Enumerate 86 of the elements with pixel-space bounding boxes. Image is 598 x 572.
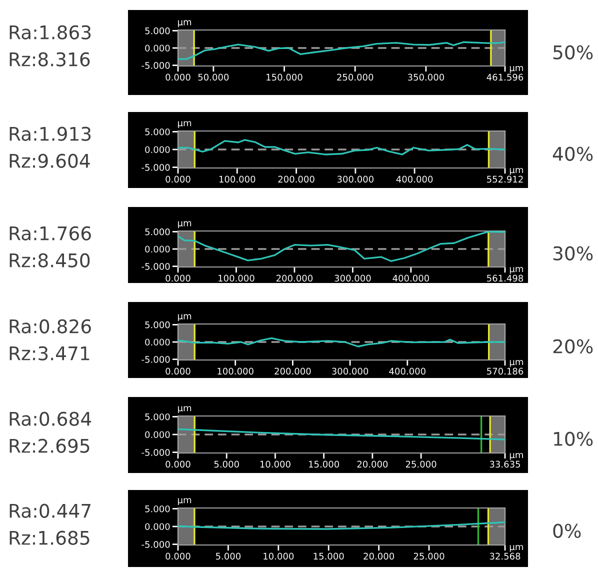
x-tick-label: 200.000 (274, 368, 311, 375)
x-tick-label: 15.000 (309, 460, 340, 468)
x-tick-label: 5.000 (214, 460, 239, 468)
y-tick-label: -5.000 (142, 62, 170, 69)
y-tick-label: 0.000 (145, 338, 170, 346)
y-tick-label: 0.000 (145, 146, 170, 154)
y-tick-label: 0.000 (145, 431, 170, 438)
x-tick-label: 25.000 (406, 460, 436, 468)
y-tick-label: -5.000 (142, 263, 170, 270)
x-tick-label: 400.000 (389, 368, 426, 375)
x-tick-label: 0.000 (166, 74, 190, 81)
x-tick-label: 461.596 (486, 74, 524, 81)
text: Rz:1.685 (10, 530, 90, 545)
y-tick-label: 5.000 (145, 321, 170, 328)
x-axis-title: µm (510, 168, 523, 175)
text: Rz:2.695 (10, 438, 90, 453)
text: 50% (553, 45, 593, 60)
y-axis-title: µm (178, 121, 192, 128)
x-tick-label: 300.000 (334, 274, 371, 282)
x-tick-label: 10.000 (260, 460, 290, 468)
text: 20% (553, 339, 593, 354)
text: Rz:8.450 (10, 253, 90, 268)
x-tick-label: 200.000 (278, 176, 314, 183)
text: Ra:0.826 (10, 319, 91, 334)
x-axis-title: µm (510, 544, 523, 552)
y-tick-label: 0.000 (145, 523, 170, 530)
text: Rz:8.316 (10, 52, 90, 66)
x-tick-label: 0.000 (166, 176, 190, 183)
y-tick-label: 5.000 (145, 128, 170, 136)
x-tick-label: 25.000 (414, 552, 444, 560)
x-tick-label: 570.186 (487, 368, 524, 375)
y-tick-label: 5.000 (145, 27, 170, 34)
text: 30% (553, 246, 593, 260)
x-tick-label: 400.000 (392, 274, 430, 282)
x-tick-label: 300.000 (332, 368, 368, 375)
x-tick-label: 150.000 (266, 74, 302, 81)
y-tick-label: -5.000 (142, 356, 170, 363)
text: Ra:1.766 (10, 226, 91, 240)
text: Rz:3.471 (10, 346, 90, 360)
y-tick-label: -5.000 (142, 449, 170, 456)
text: Ra:0.684 (10, 412, 92, 426)
x-tick-label: 0.000 (166, 274, 190, 282)
text: 0% (553, 524, 581, 538)
x-tick-label: 20.000 (357, 460, 388, 468)
x-tick-label: 200.000 (276, 274, 313, 282)
y-tick-label: 0.000 (145, 246, 170, 253)
x-tick-label: 100.000 (219, 176, 256, 183)
y-tick-label: -5.000 (142, 164, 170, 171)
y-axis-title: µm (178, 20, 192, 28)
y-axis-title: µm (178, 498, 192, 506)
text: Ra:1.863 (10, 25, 91, 40)
text: Ra:0.447 (10, 504, 90, 518)
x-tick-label: 100.000 (218, 368, 254, 375)
text: Ra:1.913 (10, 126, 91, 141)
x-tick-label: 552.912 (487, 176, 523, 183)
x-tick-label: 50.000 (198, 74, 229, 81)
x-axis-title: µm (510, 267, 523, 274)
x-axis-title: µm (510, 66, 523, 73)
x-tick-label: 561.498 (487, 274, 524, 282)
text: 40% (552, 146, 593, 161)
y-axis-title: µm (178, 221, 192, 228)
x-tick-label: 5.000 (216, 552, 241, 560)
y-tick-label: 0.000 (145, 44, 170, 52)
text: 10% (554, 432, 593, 446)
y-tick-label: -5.000 (142, 541, 170, 548)
x-tick-label: 300.000 (337, 176, 374, 183)
x-tick-label: 20.000 (364, 552, 394, 560)
x-tick-label: 0.000 (166, 460, 190, 468)
x-tick-label: 100.000 (218, 274, 254, 282)
x-axis-title: µm (510, 452, 523, 460)
y-axis-title: µm (178, 314, 192, 322)
x-tick-label: 0.000 (166, 368, 190, 375)
y-tick-label: 5.000 (145, 505, 170, 512)
x-tick-label: 10.000 (264, 552, 294, 560)
x-axis-title: µm (510, 360, 523, 367)
x-tick-label: 15.000 (314, 552, 344, 560)
x-tick-label: 250.000 (337, 74, 374, 81)
y-tick-label: 5.000 (145, 228, 170, 236)
x-tick-label: 350.000 (408, 74, 444, 81)
y-tick-label: 5.000 (145, 413, 170, 420)
y-axis-title: µm (178, 406, 192, 414)
text: Rz:9.604 (10, 154, 90, 168)
x-tick-label: 33.635 (490, 460, 520, 468)
x-tick-label: 0.000 (166, 552, 190, 560)
x-tick-label: 400.000 (396, 176, 433, 183)
x-tick-label: 32.568 (490, 552, 520, 560)
